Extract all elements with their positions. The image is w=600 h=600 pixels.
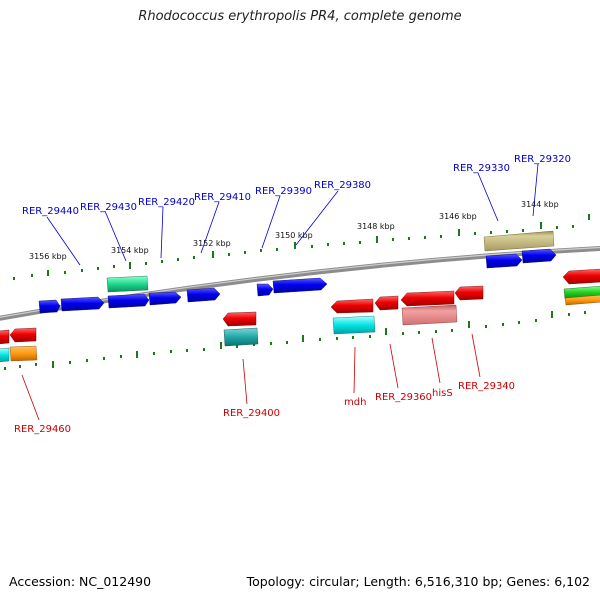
gene-block-cyan[interactable] [0,347,10,363]
gene-arrow[interactable] [186,287,221,303]
gene-arrow[interactable] [272,277,328,294]
gene-arrow[interactable] [222,311,257,327]
gene-arrow[interactable] [107,293,150,309]
scale-label-3156: 3156 kbp [29,252,67,261]
gene-block-olive[interactable] [483,230,555,252]
gene-arrow[interactable] [60,296,105,312]
gene-arrow[interactable] [454,285,484,301]
reverse-strand-genes [0,268,600,363]
scale-label-3146: 3146 kbp [439,212,477,221]
gene-arrow[interactable] [148,291,182,306]
lower-label-leaders [21,333,481,421]
gene-label-lower[interactable]: RER_29360 [375,392,432,403]
gene-label-upper[interactable]: RER_29440 [22,206,79,217]
accession-label: Accession: NC_012490 [9,574,152,589]
gene-arrow[interactable] [374,295,399,311]
scale-ticks-lower [4,311,586,370]
gene-arrow[interactable] [330,298,374,314]
gene-label-upper[interactable]: RER_29410 [194,192,251,203]
gene-label-upper[interactable]: RER_29390 [255,186,312,197]
gene-label-lower[interactable]: RER_29460 [14,424,71,435]
gene-arrow[interactable] [0,329,10,345]
map-title: Rhodococcus erythropolis PR4, complete g… [138,9,462,24]
gene-label-lower[interactable]: mdh [344,397,366,408]
gene-label-upper[interactable]: RER_29380 [314,180,371,191]
gene-arrow[interactable] [38,299,61,314]
gene-label-lower[interactable]: RER_29340 [458,381,515,392]
gene-label-upper[interactable]: RER_29430 [80,202,137,213]
upper-label-leaders [46,163,539,266]
scale-label-3152: 3152 kbp [193,239,231,248]
scale-label-3148: 3148 kbp [357,222,395,231]
gene-block-pink[interactable] [401,304,458,326]
gene-label-upper[interactable]: RER_29330 [453,163,510,174]
scale-label-3150: 3150 kbp [275,231,313,240]
scale-label-3144: 3144 kbp [521,200,559,209]
forward-strand-genes [38,230,557,314]
gene-arrow[interactable] [400,290,455,307]
gene-arrow[interactable] [256,283,274,297]
scale-ticks-upper [13,214,590,280]
gene-block-orange[interactable] [564,294,600,306]
gene-label-lower[interactable]: RER_29400 [223,408,280,419]
gene-arrow[interactable] [485,253,523,269]
gene-block-orange[interactable] [9,345,38,362]
gene-arrow[interactable] [521,248,557,264]
gene-label-lower[interactable]: hisS [432,388,453,399]
gene-block-cyan[interactable] [332,315,376,335]
gene-block-teal[interactable] [223,327,259,347]
scale-label-3154: 3154 kbp [111,246,149,255]
gene-block-green[interactable] [106,275,149,293]
genome-summary: Topology: circular; Length: 6,516,310 bp… [246,574,590,589]
gene-label-upper[interactable]: RER_29320 [514,154,571,165]
gene-arrow[interactable] [9,327,37,343]
gene-label-upper[interactable]: RER_29420 [138,197,195,208]
gene-arrow[interactable] [562,268,600,285]
